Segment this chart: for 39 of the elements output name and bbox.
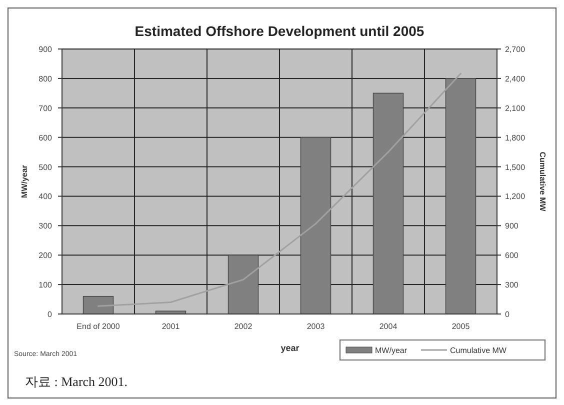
x-tick-label: 2002 [234,322,253,331]
x-tick-label: End of 2000 [76,322,120,331]
y-tick-label: 300 [38,222,53,231]
y2-tick-label: 900 [505,222,519,231]
y-tick-label: 800 [38,74,53,84]
bar [445,78,476,314]
legend-label: Cumulative MW [450,346,507,355]
x-tick-label: 2005 [452,322,470,331]
y2-axis-title: Cumulative MW [538,152,547,212]
y2-tick-label: 300 [505,280,519,290]
y2-tick-label: 0 [505,310,510,319]
text: 자료 : March 2001. [25,374,128,389]
chart-title: Estimated Offshore Development until 2005 [134,23,424,39]
x-tick-label: 2004 [379,322,398,331]
y2-tick-label: 1,500 [505,162,526,172]
y-axis-title: MW/year [20,165,29,198]
y-tick-label: 400 [38,192,53,202]
y-tick-label: 700 [38,104,53,113]
bar [372,92,404,314]
y-tick-label: 0 [48,310,53,319]
x-axis-title: year [280,343,300,353]
y2-tick-label: 2,100 [505,104,526,113]
bar [300,136,332,314]
x-tick-label: 2001 [162,322,180,331]
x-tick-label: 2003 [306,322,326,331]
y2-tick-label: 1,200 [505,192,526,202]
y2-tick-label: 2,700 [505,45,526,54]
y2-tick-label: 2,400 [505,74,526,84]
bar [82,296,114,314]
y-tick-label: 500 [38,162,53,172]
y-tick-label: 900 [38,45,53,54]
line-series [98,72,462,307]
y-tick-label: 600 [38,133,53,142]
y2-tick-label: 600 [505,251,519,260]
bar [228,254,259,314]
y-tick-label: 100 [38,280,53,290]
y2-tick-label: 1,800 [505,133,526,142]
y-tick-label: 200 [38,251,53,260]
legend-label: MW/year [375,346,408,355]
